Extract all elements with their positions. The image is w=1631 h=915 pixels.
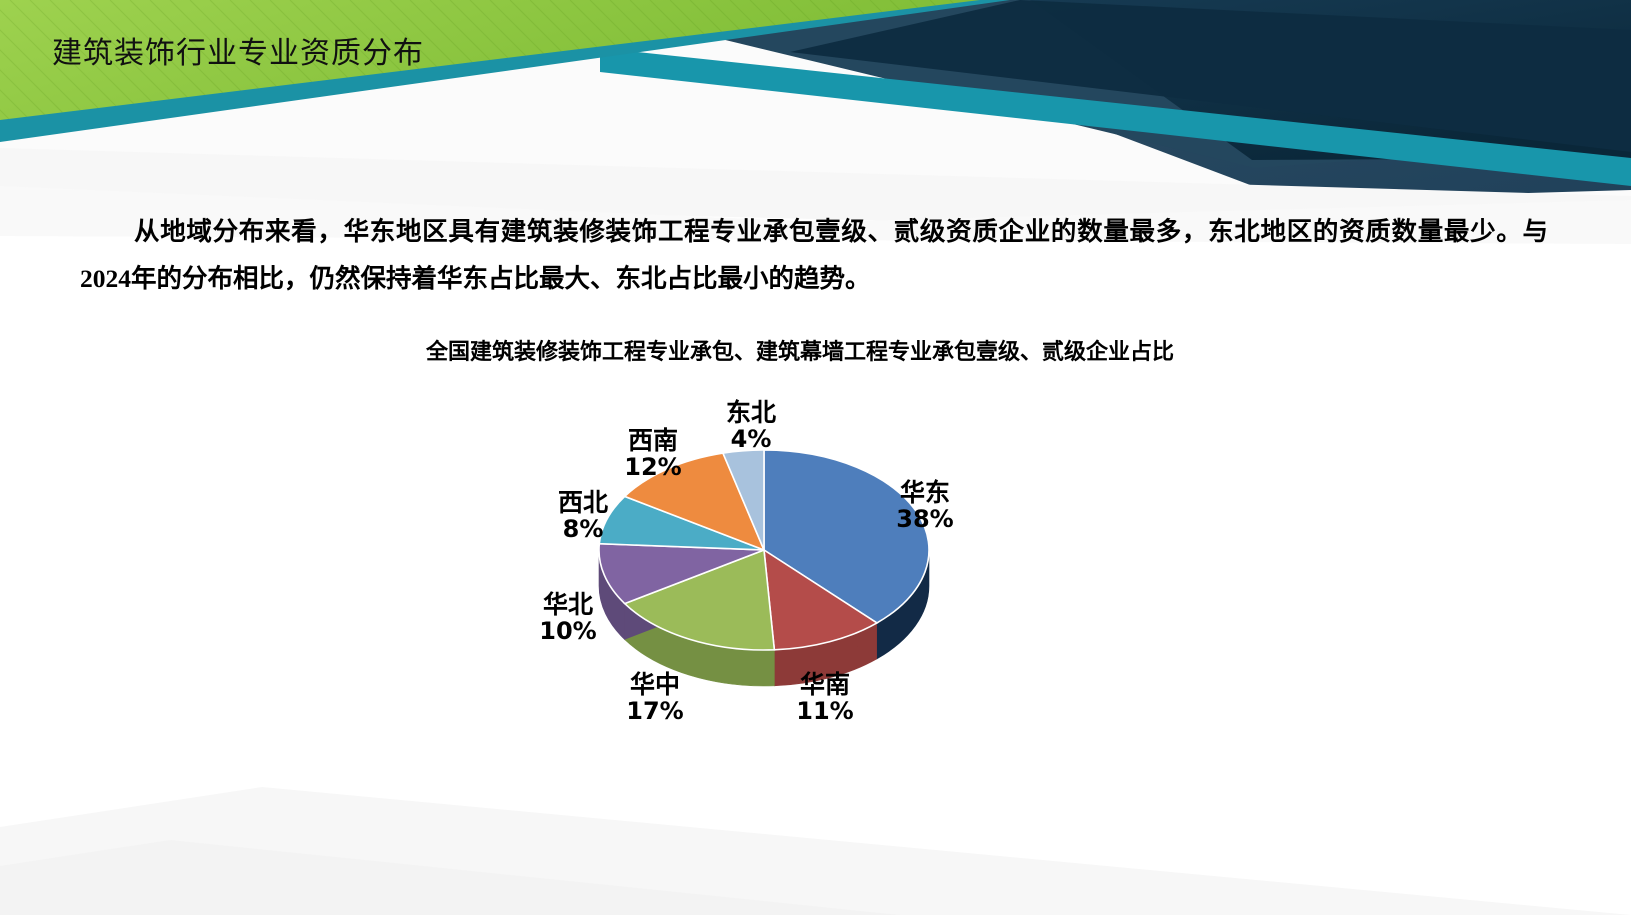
navy-deep-shape-2 — [790, 0, 1631, 152]
pie-label-percent: 12% — [624, 453, 682, 481]
pie-chart-block: 全国建筑装修装饰工程专业承包、建筑幕墙工程专业承包壹级、贰级企业占比 华东 38%… — [300, 320, 1300, 740]
pie-label-华南: 华南 11% — [775, 672, 875, 725]
pie-label-东北: 东北 4% — [701, 400, 801, 453]
pie-label-percent: 11% — [796, 697, 854, 725]
pie-label-percent: 8% — [562, 515, 604, 543]
pie-label-name: 华南 — [799, 672, 850, 699]
body-paragraph: 从地域分布来看，华东地区具有建筑装修装饰工程专业承包壹级、贰级资质企业的数量最多… — [80, 216, 1548, 293]
navy-main-shape — [560, 0, 1631, 168]
pie-label-percent: 10% — [539, 617, 597, 645]
navy-light-shape — [760, 0, 1631, 200]
pie-label-name: 华中 — [629, 672, 680, 699]
pie-label-name: 东北 — [725, 400, 776, 427]
pie-label-华中: 华中 17% — [605, 672, 705, 725]
pie-label-name: 华北 — [542, 592, 593, 619]
pie-label-name: 华东 — [899, 480, 950, 507]
pie-label-name: 西南 — [627, 428, 678, 455]
gray-triangle-bottom-left-2 — [0, 840, 900, 915]
page-title: 建筑装饰行业专业资质分布 — [52, 36, 424, 71]
pie-chart: 华东 38% 华南 11% 华中 17% 华北 10% 西北 8% 西南 12% 东北 4% — [300, 360, 1300, 740]
pie-label-percent: 4% — [730, 425, 772, 453]
gray-triangle-bottom-left — [0, 787, 1631, 915]
pie-label-percent: 17% — [626, 697, 684, 725]
pie-label-name: 西北 — [557, 490, 608, 517]
pie-label-西北: 西北 8% — [533, 490, 633, 543]
navy-deep-shape — [1030, 0, 1631, 160]
pie-label-西南: 西南 12% — [603, 428, 703, 481]
teal-stripe-right — [600, 48, 1631, 186]
pie-label-华北: 华北 10% — [518, 592, 618, 645]
pie-label-percent: 38% — [896, 505, 954, 533]
pie-label-华东: 华东 38% — [875, 480, 975, 533]
